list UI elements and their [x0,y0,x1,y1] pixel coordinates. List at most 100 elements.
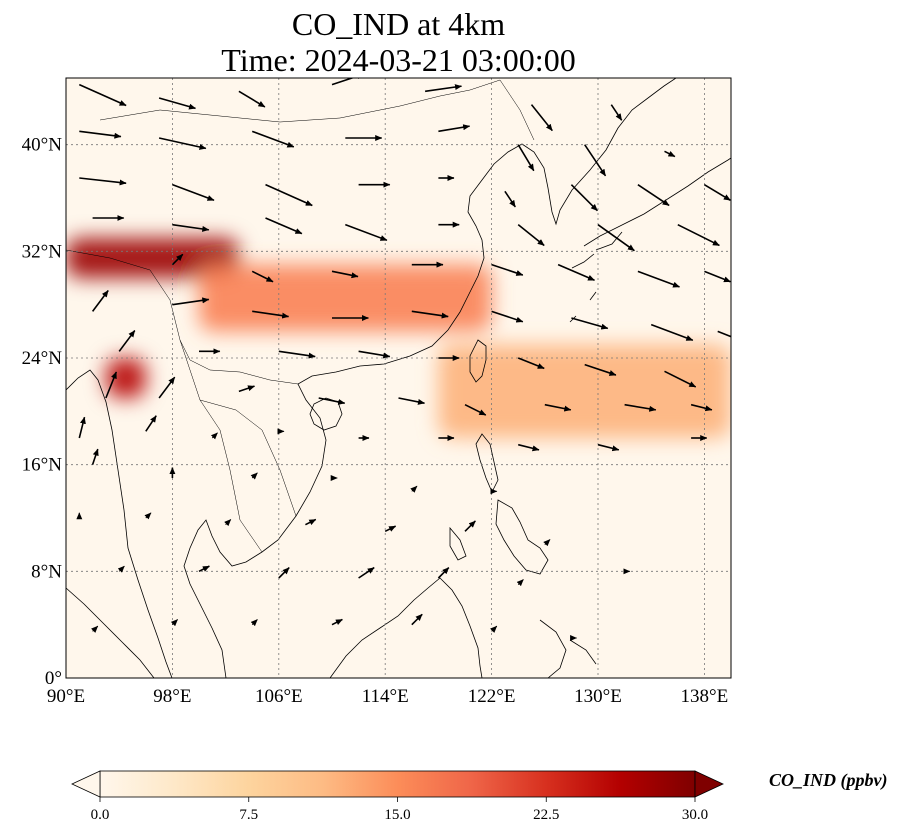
wind-arrow [105,371,118,399]
wind-arrow [198,565,210,573]
wind-arrow [664,150,676,158]
lat-tick-label: 40°N [22,135,63,156]
sumatra-coast [66,587,155,678]
wind-arrow [517,144,535,172]
wind-arrow [79,130,122,139]
wind-arrow [637,270,680,288]
wind-arrow [517,357,545,370]
colorbar-ticks: 0.0 7.5 15.0 22.5 30.0 [91,797,708,823]
wind-arrow [172,297,210,306]
wind-arrow [171,253,184,266]
lat-tick-label: 16°N [22,455,63,476]
plume-myanmar [105,358,146,398]
wind-arrow [238,385,255,393]
map-panel [65,77,732,679]
lat-tick-label: 8°N [31,561,62,582]
wind-arrow [490,625,498,633]
colorbar: 0.0 7.5 15.0 22.5 30.0 CO_IND (ppbv) [71,770,888,823]
wind-arrow [384,525,397,533]
wind-arrow [358,566,375,579]
wind-arrow [597,224,635,252]
wind-arrow [437,567,450,579]
wind-arrow [265,217,303,235]
colorbar-tick-label: 0.0 [91,807,110,823]
wind-arrow [677,223,720,247]
wind-arrow [91,448,99,465]
wind-arrow [411,310,449,319]
wind-arrow [170,619,178,627]
wind-arrow [398,397,425,405]
wind-arrow [91,625,99,633]
wind-arrow [224,519,232,527]
colorbar-label: CO_IND (ppbv) [769,770,888,791]
wind-arrow [250,619,258,627]
wind-arrow [410,485,418,493]
lat-tick-label: 24°N [22,348,63,369]
wind-arrow [172,223,210,232]
lon-tick-label: 114°E [362,686,409,707]
wind-arrow [464,403,487,416]
wind-vectors [76,78,731,641]
wind-arrow [544,403,572,412]
lon-tick-label: 98°E [153,686,191,707]
borneo-island [329,577,483,678]
wind-arrow [584,363,617,376]
wind-arrow [650,323,694,342]
wind-arrow [145,415,157,432]
wind-arrow [690,403,713,412]
wind-arrow [704,270,731,283]
wind-arrow [144,512,152,520]
wind-arrow [158,137,207,150]
lon-tick-label: 138°E [681,686,729,707]
mainland-coastline [66,78,677,678]
wind-arrow [331,78,364,86]
wind-arrow [703,183,731,201]
wind-arrow [464,520,476,532]
wind-arrow [491,263,524,276]
lon-tick-labels: 90°E 98°E 106°E 114°E 122°E 130°E 138°E [47,686,728,707]
colorbar-max-extension [694,770,724,798]
wind-arrow [278,350,316,359]
map-frame [65,77,732,679]
wind-arrow [252,310,290,319]
wind-arrow [210,432,218,440]
wind-arrow [610,104,623,121]
lon-tick-label: 130°E [574,686,622,707]
plume-pacific-east-of-taiwan [438,344,731,438]
wind-arrow [91,290,109,312]
wind-arrow [637,184,670,207]
wind-arrow [278,567,290,579]
wind-arrow [424,84,462,93]
wind-arrow [79,177,127,186]
lon-tick-label: 122°E [468,686,516,707]
wind-arrow [411,613,423,626]
wind-arrow [584,144,607,177]
colorbar-gradient [99,770,696,798]
wind-arrow [238,90,266,108]
wind-arrow [518,443,540,452]
plume-sichuan-basin [66,238,239,278]
wind-arrow [78,83,127,107]
wind-arrow [516,579,524,587]
wind-arrow [78,416,86,439]
wind-arrow [664,370,697,388]
wind-arrow [358,350,391,359]
wind-arrow [265,183,313,207]
wind-arrow [345,223,388,242]
wind-arrow [624,403,657,412]
wind-arrow [251,130,295,148]
wind-arrow [158,376,176,399]
wind-arrow [597,443,620,452]
colorbar-tick-label: 7.5 [239,807,258,823]
wind-arrow [305,518,317,526]
wind-arrow [158,97,196,110]
wind-arrow [172,183,215,202]
wind-arrow [331,618,343,626]
country-borders [66,79,535,553]
colorbar-min-extension [71,770,101,798]
wind-arrow [517,224,545,247]
wind-arrow [530,104,553,132]
wind-arrow [570,184,598,212]
lon-tick-label: 106°E [255,686,303,707]
